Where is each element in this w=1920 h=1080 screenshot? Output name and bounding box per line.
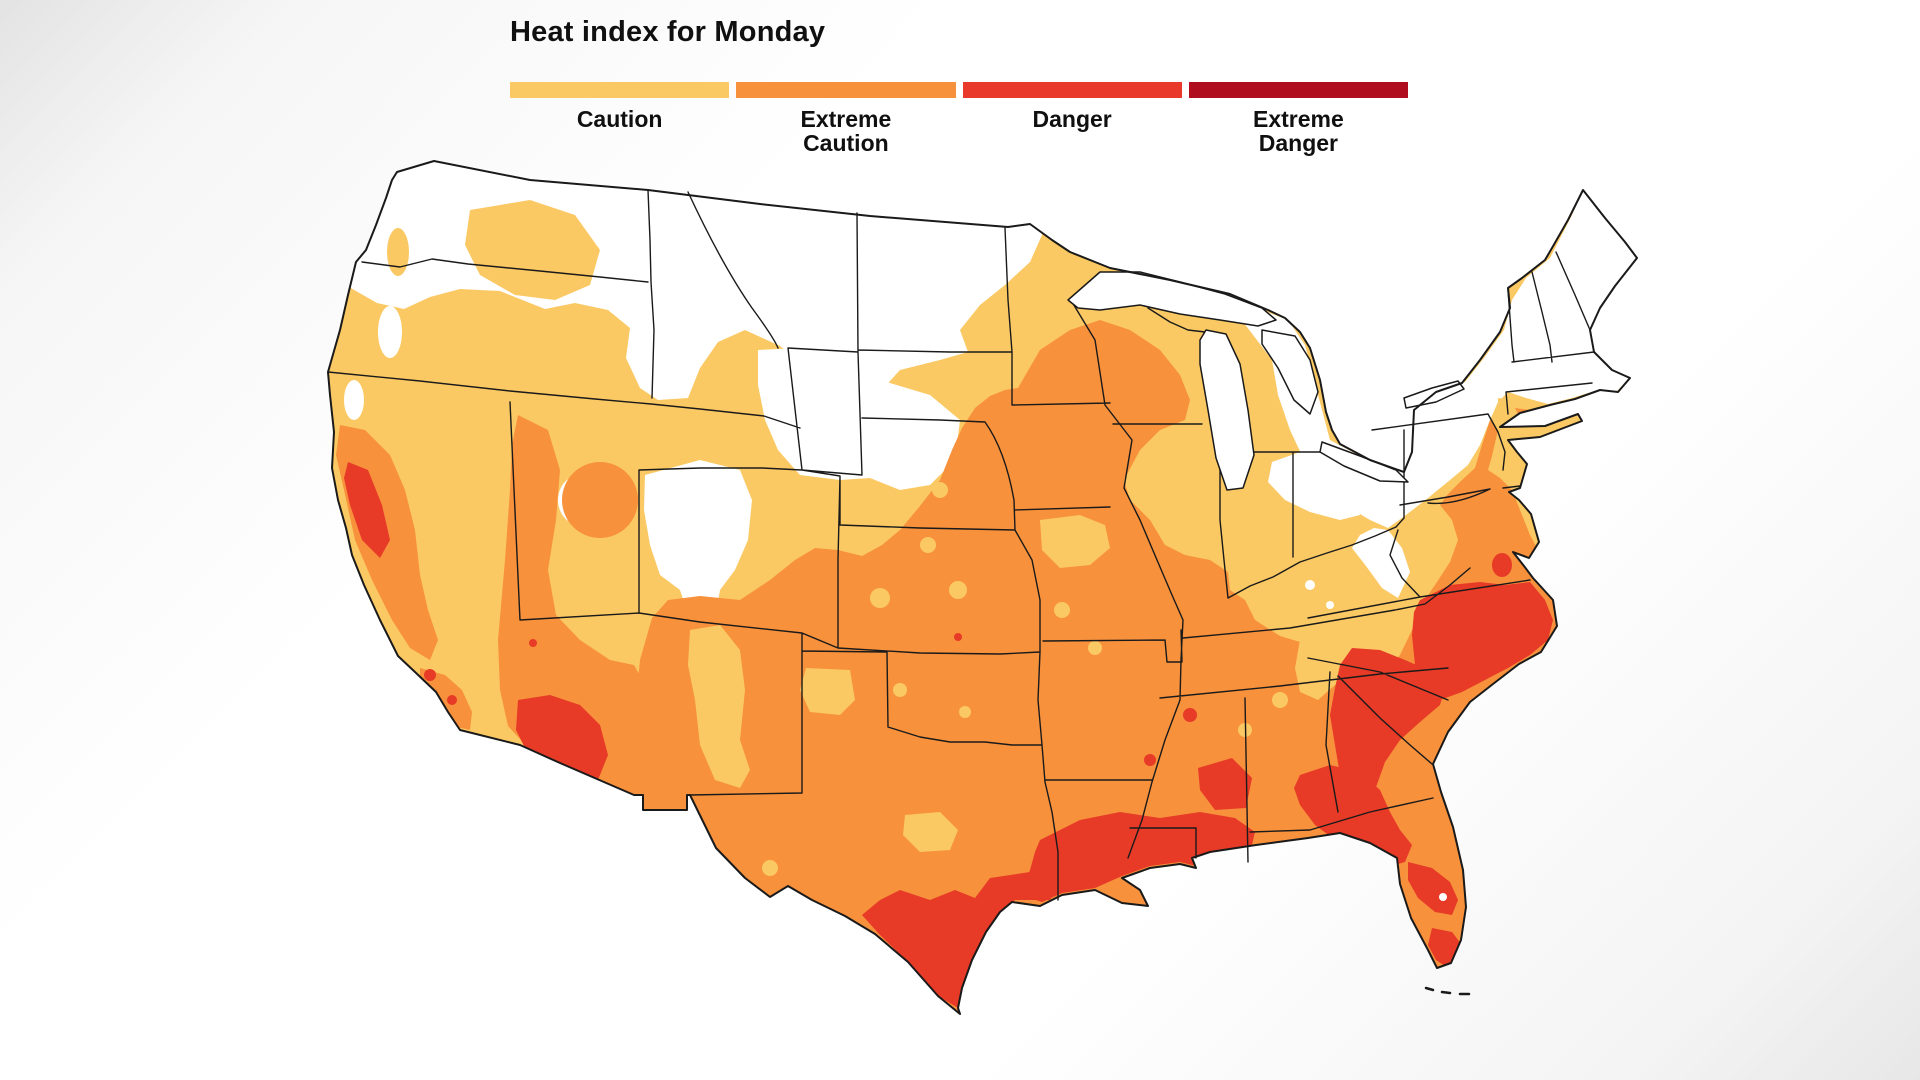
heat-category-layers [328, 161, 1637, 1014]
layer-caution-islands [688, 398, 1580, 959]
legend-swatch-extreme-caution [736, 82, 956, 98]
legend-swatch-danger [962, 82, 1182, 98]
legend-item-danger: Danger [962, 82, 1182, 155]
legend-item-caution: Caution [510, 82, 730, 155]
heat-index-legend: Caution Extreme Caution Danger Extreme D… [510, 82, 1408, 155]
layer-caution-patches [387, 200, 600, 300]
legend-item-extreme-caution: Extreme Caution [736, 82, 956, 156]
lake-huron [1261, 329, 1319, 415]
great-lakes [1067, 271, 1465, 491]
legend-item-extreme-danger: Extreme Danger [1188, 82, 1408, 156]
legend-swatch-caution [510, 82, 730, 98]
legend-label-extreme-danger: Extreme Danger [1252, 106, 1344, 156]
legend-label-danger: Danger [1032, 106, 1112, 132]
lake-superior [1067, 271, 1277, 327]
florida-keys [1424, 986, 1471, 996]
lake-michigan [1199, 329, 1255, 491]
legend-swatch-extreme-danger [1188, 82, 1408, 98]
legend-label-caution: Caution [576, 106, 663, 132]
page-title: Heat index for Monday [510, 16, 826, 48]
state-borders [327, 189, 1595, 901]
us-outline [327, 160, 1638, 1015]
legend-label-extreme-caution: Extreme Caution [800, 106, 892, 156]
